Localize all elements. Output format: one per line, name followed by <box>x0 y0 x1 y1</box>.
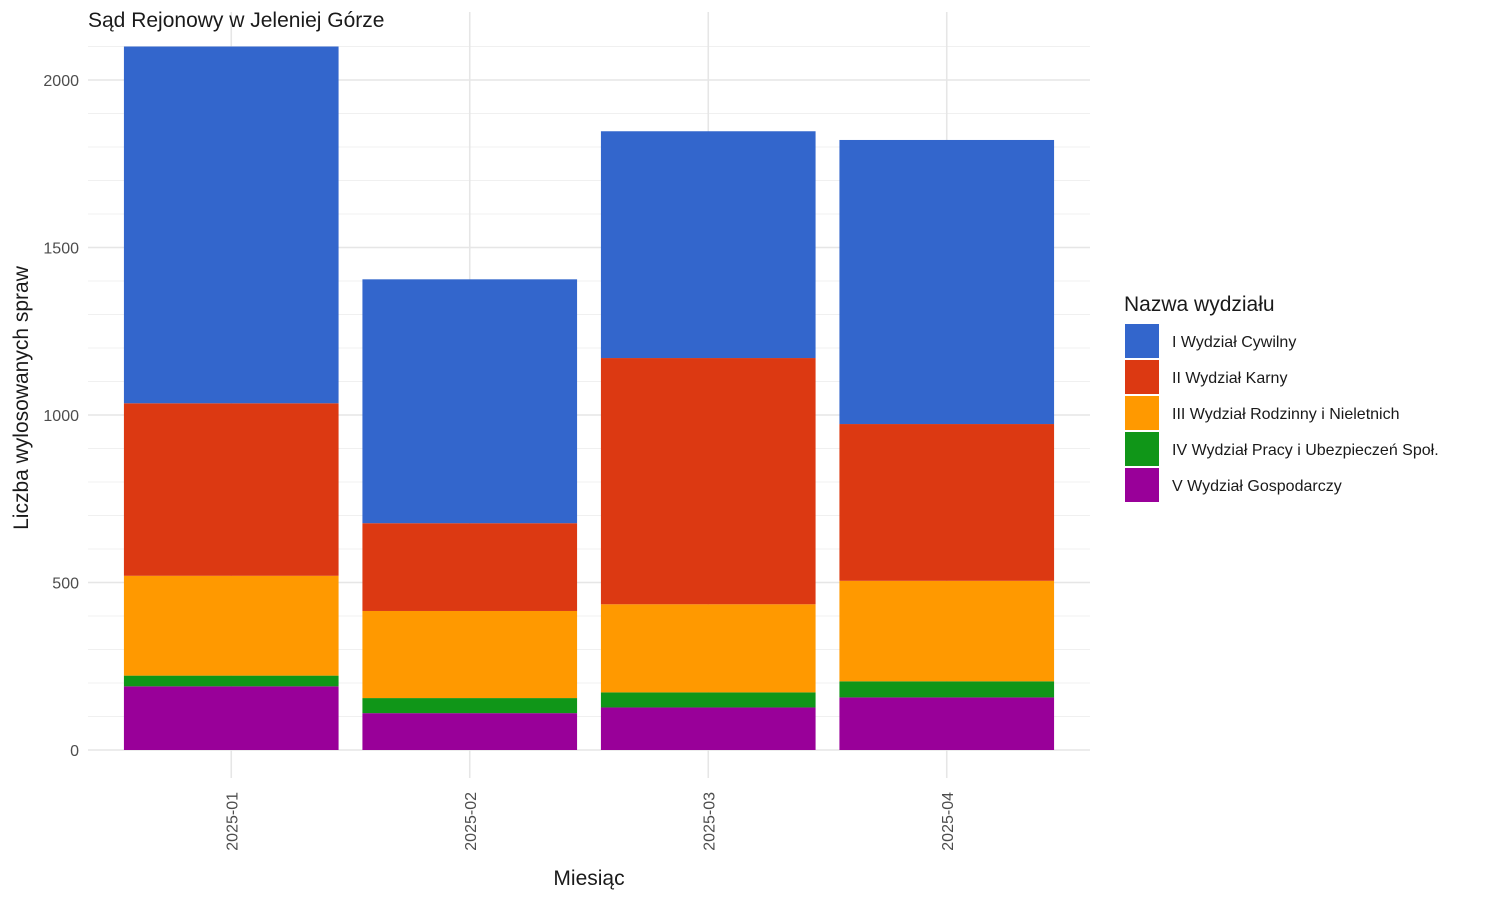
y-tick-label: 1500 <box>43 241 79 258</box>
legend-swatch <box>1125 432 1159 466</box>
bar-segment <box>600 707 816 750</box>
bar-segment <box>600 358 816 605</box>
bar-segment <box>600 604 816 693</box>
legend-swatch <box>1125 396 1159 430</box>
x-tick-label: 2025-02 <box>463 792 480 851</box>
bar-segment <box>600 692 816 708</box>
chart-title: Sąd Rejonowy w Jeleniej Górze <box>88 9 384 32</box>
bar-segment <box>839 424 1055 581</box>
y-tick-label: 2000 <box>43 73 79 90</box>
bar-segment <box>839 580 1055 682</box>
y-tick-label: 500 <box>52 576 79 593</box>
bar-segment <box>123 675 339 687</box>
bar-segment <box>362 279 578 524</box>
bar-segment <box>600 131 816 359</box>
x-axis-ticks: 2025-01 2025-02 2025-03 2025-04 <box>224 792 957 851</box>
bar-segment <box>839 697 1055 750</box>
bar-segment <box>362 698 578 714</box>
bar-segment <box>123 575 339 676</box>
bars <box>123 46 1055 750</box>
y-axis-ticks: 0 500 1000 1500 2000 <box>43 73 79 760</box>
bar-segment <box>123 403 339 576</box>
legend-label: V Wydział Gospodarczy <box>1172 478 1342 495</box>
x-tick-label: 2025-03 <box>701 792 718 851</box>
legend-title: Nazwa wydziału <box>1124 293 1275 316</box>
bar-segment <box>839 139 1055 425</box>
bar-segment <box>362 713 578 750</box>
y-axis-title: Liczba wylosowanych spraw <box>10 265 33 530</box>
bar-segment <box>362 610 578 699</box>
legend-swatch <box>1125 360 1159 394</box>
legend-swatch <box>1125 324 1159 358</box>
bar-segment <box>123 686 339 750</box>
legend-label: II Wydział Karny <box>1172 370 1287 387</box>
legend-label: IV Wydział Pracy i Ubezpieczeń Społ. <box>1172 442 1439 459</box>
bar-segment <box>123 46 339 404</box>
bar-segment <box>839 681 1055 698</box>
legend-swatch <box>1125 468 1159 502</box>
legend: Nazwa wydziału I Wydział Cywilny II Wydzi… <box>1124 293 1439 502</box>
y-tick-label: 1000 <box>43 408 79 425</box>
x-tick-label: 2025-04 <box>940 792 957 851</box>
legend-label: I Wydział Cywilny <box>1172 334 1296 351</box>
x-axis-title: Miesiąc <box>553 867 624 890</box>
y-tick-label: 0 <box>70 743 79 760</box>
legend-label: III Wydział Rodzinny i Nieletnich <box>1172 406 1400 423</box>
x-tick-label: 2025-01 <box>224 792 241 851</box>
bar-segment <box>362 523 578 611</box>
